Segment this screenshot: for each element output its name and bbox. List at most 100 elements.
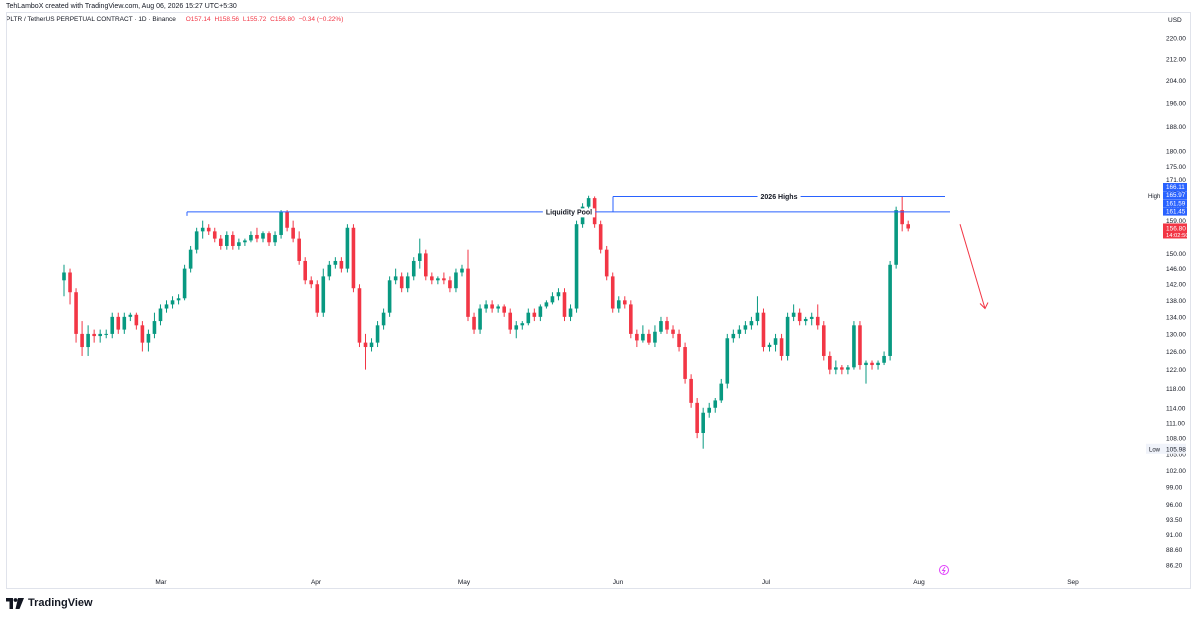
candle-body [803,318,808,322]
candle-body [86,333,90,348]
low-value: 105.98 [1166,446,1186,453]
candle-body [737,329,742,334]
tradingview-brand[interactable]: TradingView [6,597,93,609]
high-value: H158.56 [214,16,240,23]
candle-body [496,306,500,309]
ohlc-values: O157.14 H158.56 L155.72 C156.80 −0.34 (−… [184,16,344,23]
candle-body [194,231,199,250]
candle-body [888,264,892,356]
price-chart[interactable]: 2026 Highs Liquidity Pool 220.00 212.00 204… [0,0,1200,590]
price-tick-label: 138.00 [1166,298,1186,305]
time-tick-label: May [458,579,471,586]
candle-body [586,198,591,207]
candle-body [550,296,555,303]
candle-body [206,227,211,232]
price-tick-label: 150.00 [1166,251,1186,258]
price-tick-label: 171.00 [1166,177,1186,184]
candle-body [122,316,127,330]
price-tag-label: 161.45 [1166,209,1186,216]
currency-label[interactable]: USD [1168,17,1182,24]
symbol-title[interactable]: PLTR / TetherUS PERPETUAL CONTRACT · 1D … [6,16,176,23]
candle-body [345,227,350,269]
candles-layer [62,195,910,449]
price-tick-label: 134.00 [1166,314,1186,321]
author-credit: TehLamboX created with TradingView.com, … [6,3,237,10]
candle-body [906,224,910,229]
candle-body [689,378,693,403]
symbol-legend[interactable]: PLTR / TetherUS PERPETUAL CONTRACT · 1D … [6,16,343,23]
candle-body [110,316,115,334]
candle-body [357,288,362,343]
close-value: C156.80 [270,16,295,23]
candle-body [333,260,338,265]
event-lightning-icon [939,565,949,575]
candle-body [821,325,826,356]
candle-body [641,333,645,341]
candle-body [761,312,766,348]
candle-body [62,272,66,281]
levels-layer: 2026 Highs Liquidity Pool [186,193,989,575]
candle-body [218,238,223,246]
candle-body [134,314,139,326]
price-tick-label: 108.00 [1166,436,1186,443]
price-tick-label: 96.00 [1166,502,1183,509]
time-tick-label: Jun [613,579,624,586]
candle-body [152,321,157,334]
time-tick-label: Jul [762,579,771,586]
candle-body [610,276,615,309]
candle-body [399,276,404,289]
candle-body [98,333,102,337]
price-tick-label: 118.00 [1166,386,1186,393]
last-price-countdown: 14:02:50 [1166,233,1189,239]
price-tick-label: 86.20 [1166,563,1183,570]
candle-body [315,284,320,313]
candle-body [436,278,440,281]
candle-body [514,325,519,330]
price-tick-label: 91.00 [1166,532,1183,539]
candle-body [92,333,96,337]
candle-body [755,312,760,322]
candle-body [659,321,663,332]
chart-frame [6,12,1191,589]
candle-body [393,276,398,281]
candle-body [719,383,724,401]
last-price-value: 156.80 [1166,225,1186,232]
candle-body [544,302,549,307]
candle-body [520,323,525,326]
candle-body [671,329,675,334]
change-value: −0.34 (−0.22%) [298,16,344,23]
candle-body [424,253,428,277]
candle-body [80,333,84,348]
candle-body [267,233,271,243]
time-tick-label: Aug [913,579,925,586]
price-tick-label: 146.00 [1166,266,1186,273]
price-tick-label: 220.00 [1166,36,1186,43]
candle-body [484,304,488,309]
candle-body [466,268,470,317]
candle-body [797,312,802,322]
event-lightning-glyph [941,566,946,574]
candle-body [635,333,639,341]
candle-body [834,367,838,370]
candle-body [405,276,410,289]
price-tick-label: 93.50 [1166,517,1183,524]
price-tick-label: 102.00 [1166,468,1186,475]
candle-body [146,333,151,343]
candle-body [779,338,784,356]
candle-body [255,234,259,239]
candle-body [369,342,374,348]
candle-body [556,292,561,297]
candle-body [882,355,886,363]
candle-body [454,272,458,289]
price-tag-label: 165.97 [1166,192,1186,199]
candle-body [170,300,175,305]
candle-body [303,260,307,281]
candle-body [261,233,265,239]
price-tick-label: 204.00 [1166,78,1186,85]
candle-body [327,264,332,277]
candle-body [363,342,368,348]
candle-body [538,306,543,317]
price-tag-bg [1163,199,1187,208]
price-tick-label: 105.00 [1166,452,1186,459]
candle-body [140,325,145,343]
